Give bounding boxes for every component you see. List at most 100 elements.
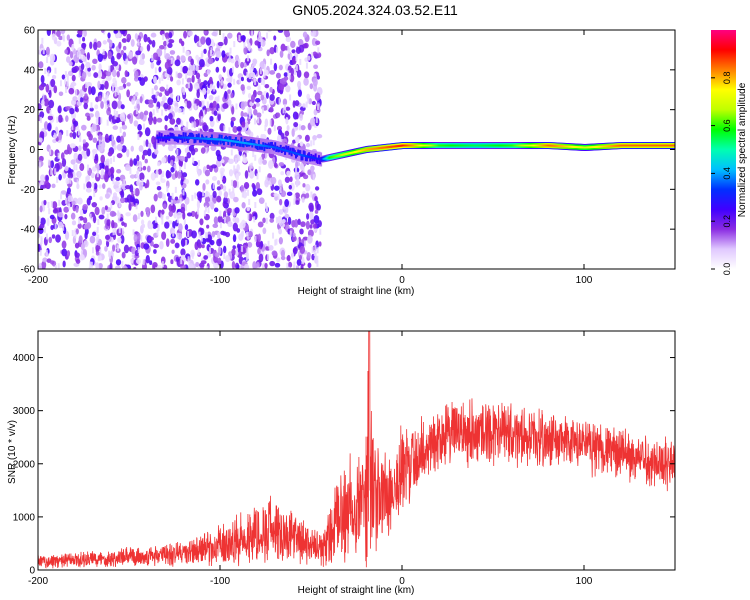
noise-blob — [216, 180, 221, 186]
noise-blob — [130, 145, 134, 152]
trace-core — [618, 144, 621, 147]
noise-streak — [210, 49, 213, 56]
trace-core — [466, 144, 469, 147]
noise-streak — [249, 66, 252, 73]
noise-streak — [294, 69, 297, 76]
trace-band — [258, 144, 261, 150]
noise-blob — [143, 76, 148, 82]
noise-streak — [156, 229, 159, 236]
noise-blob — [262, 217, 266, 224]
noise-blob — [182, 126, 189, 131]
noise-streak — [76, 51, 79, 58]
noise-blob — [170, 238, 176, 244]
trace-band — [277, 147, 280, 153]
noise-blob — [62, 260, 66, 268]
noise-blob — [212, 100, 217, 108]
noise-blob — [100, 100, 104, 109]
trace-core — [479, 144, 482, 147]
trace-core — [462, 144, 465, 147]
trace-core — [205, 137, 208, 140]
noise-streak — [113, 109, 116, 116]
noise-blob — [158, 66, 162, 73]
trace-core — [654, 144, 657, 147]
noise-blob — [240, 84, 245, 92]
trace-core — [474, 144, 477, 147]
noise-blob — [57, 114, 63, 123]
noise-blob — [156, 60, 161, 66]
trace-core — [232, 140, 235, 143]
trace-band — [301, 155, 304, 161]
noise-streak — [305, 62, 308, 69]
noise-streak — [108, 250, 111, 257]
noise-blob — [105, 74, 112, 82]
noise-streak — [289, 230, 292, 237]
noise-blob — [99, 144, 104, 153]
noise-blob — [148, 116, 153, 126]
noise-blob — [214, 252, 220, 258]
noise-blob — [233, 196, 239, 203]
noise-streak — [248, 198, 251, 205]
noise-blob — [48, 99, 55, 109]
noise-blob — [150, 32, 157, 38]
noise-streak — [47, 201, 50, 208]
trace-core — [548, 144, 551, 147]
trace-core — [581, 146, 584, 149]
trace-core — [620, 144, 623, 147]
trace-core — [380, 146, 383, 149]
trace-core — [226, 139, 229, 142]
trace-core — [267, 145, 270, 148]
noise-streak — [170, 199, 173, 206]
noise-streak — [196, 165, 199, 172]
trace-core — [658, 144, 661, 147]
noise-streak — [102, 93, 105, 100]
trace-core — [214, 138, 217, 141]
trace-core — [631, 144, 634, 147]
trace-core — [421, 144, 424, 147]
colorbar-tick-label: 0.0 — [722, 263, 732, 276]
trace-band — [262, 142, 265, 148]
noise-blob — [84, 231, 88, 240]
noise-blob — [269, 260, 276, 267]
trace-core — [335, 155, 338, 158]
noise-streak — [141, 179, 144, 186]
trace-core — [484, 144, 487, 147]
noise-blob — [152, 52, 159, 61]
trace-band — [285, 145, 288, 151]
noise-streak — [92, 181, 95, 188]
noise-blob — [205, 107, 211, 112]
noise-blob — [309, 224, 313, 229]
noise-blob — [119, 30, 126, 35]
noise-blob — [58, 132, 63, 141]
noise-blob — [269, 94, 275, 102]
noise-streak — [114, 228, 117, 235]
trace-band — [186, 138, 189, 144]
noise-blob — [255, 181, 261, 191]
trace-core — [564, 145, 567, 148]
noise-blob — [211, 175, 217, 181]
trace-core — [634, 144, 637, 147]
trace-band — [238, 141, 241, 147]
noise-blob — [81, 54, 86, 62]
noise-blob — [164, 124, 168, 131]
spectrogram-y-tick-label: -20 — [21, 185, 36, 196]
spectrogram-x-tick-label: 0 — [399, 275, 405, 286]
noise-blob — [173, 144, 177, 149]
trace-band — [193, 138, 196, 144]
noise-streak — [117, 210, 120, 217]
noise-streak — [276, 46, 279, 53]
noise-streak — [188, 260, 191, 267]
noise-blob — [136, 258, 142, 265]
noise-streak — [172, 230, 175, 237]
noise-blob — [269, 212, 275, 220]
noise-streak — [256, 173, 259, 180]
trace-band — [230, 141, 233, 147]
noise-streak — [97, 145, 100, 152]
noise-blob — [141, 53, 146, 60]
noise-blob — [194, 179, 200, 186]
noise-streak — [46, 56, 49, 63]
noise-blob — [171, 249, 175, 254]
trace-core — [536, 144, 539, 147]
noise-blob — [50, 78, 56, 88]
trace-core — [233, 140, 236, 143]
